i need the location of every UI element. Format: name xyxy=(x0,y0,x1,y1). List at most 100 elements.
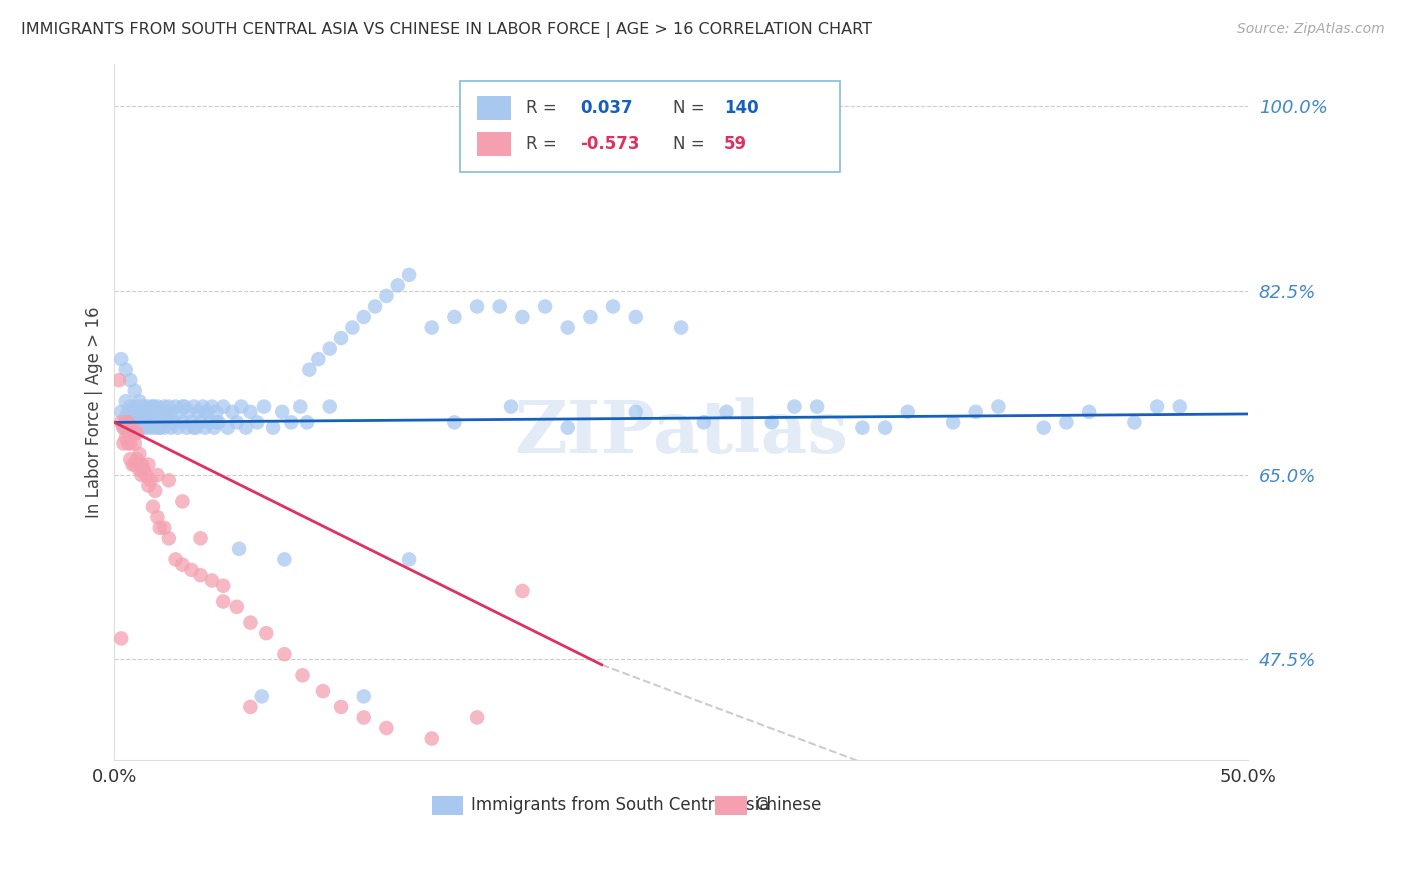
Point xyxy=(851,420,873,434)
Point xyxy=(125,420,148,434)
Point xyxy=(120,373,142,387)
Point xyxy=(138,416,160,430)
Text: Source: ZipAtlas.com: Source: ZipAtlas.com xyxy=(1237,22,1385,37)
Point xyxy=(162,416,184,430)
Point xyxy=(120,452,142,467)
Point xyxy=(194,405,217,419)
Point xyxy=(128,463,150,477)
Point xyxy=(716,405,738,419)
Point xyxy=(624,405,647,419)
Point xyxy=(965,405,987,419)
Point xyxy=(1054,416,1077,430)
Point xyxy=(183,420,205,434)
Point xyxy=(165,400,187,414)
Point xyxy=(142,400,165,414)
Point xyxy=(488,300,510,314)
Point xyxy=(117,425,139,440)
Point xyxy=(138,478,160,492)
Point xyxy=(114,431,136,445)
Point xyxy=(135,420,157,434)
Point xyxy=(194,420,217,434)
Text: 0.037: 0.037 xyxy=(581,99,633,117)
Point xyxy=(579,310,602,324)
Point xyxy=(250,690,273,704)
Point xyxy=(128,400,150,414)
Point xyxy=(191,400,214,414)
FancyBboxPatch shape xyxy=(477,132,510,156)
Point xyxy=(180,563,202,577)
Point xyxy=(897,405,920,419)
Point xyxy=(114,394,136,409)
Point xyxy=(761,416,783,430)
Point xyxy=(146,400,169,414)
Point xyxy=(160,405,183,419)
Point xyxy=(132,463,155,477)
Point xyxy=(239,700,262,714)
Point xyxy=(121,410,143,425)
Point xyxy=(201,400,224,414)
Point xyxy=(273,647,295,661)
Point xyxy=(132,405,155,419)
Text: IMMIGRANTS FROM SOUTH CENTRAL ASIA VS CHINESE IN LABOR FORCE | AGE > 16 CORRELAT: IMMIGRANTS FROM SOUTH CENTRAL ASIA VS CH… xyxy=(21,22,872,38)
Point xyxy=(353,710,375,724)
Point xyxy=(131,458,153,472)
Point xyxy=(201,574,224,588)
Point xyxy=(124,458,146,472)
Point xyxy=(602,300,624,314)
FancyBboxPatch shape xyxy=(716,796,747,815)
Point xyxy=(987,400,1010,414)
Point xyxy=(146,510,169,524)
Point xyxy=(319,400,342,414)
Point xyxy=(420,320,443,334)
Point xyxy=(190,568,212,582)
Point xyxy=(512,310,534,324)
Text: N =: N = xyxy=(673,135,704,153)
Point xyxy=(783,400,806,414)
Point xyxy=(942,416,965,430)
Point xyxy=(190,531,212,545)
Point xyxy=(465,300,488,314)
Point xyxy=(198,416,221,430)
Point xyxy=(342,320,364,334)
Point xyxy=(179,405,201,419)
Text: N =: N = xyxy=(673,99,704,117)
Point xyxy=(138,400,160,414)
Point xyxy=(149,405,172,419)
Point xyxy=(295,416,318,430)
Point xyxy=(387,278,409,293)
Point xyxy=(205,405,228,419)
Point xyxy=(176,420,198,434)
Point xyxy=(139,473,162,487)
Point xyxy=(246,416,269,430)
Point xyxy=(534,300,557,314)
Text: R =: R = xyxy=(526,99,557,117)
Text: 140: 140 xyxy=(724,99,759,117)
Point xyxy=(312,684,335,698)
Point xyxy=(693,416,716,430)
Point xyxy=(138,416,160,430)
Point xyxy=(235,420,257,434)
Point xyxy=(212,579,235,593)
Point xyxy=(499,400,522,414)
Point xyxy=(112,420,135,434)
Point xyxy=(120,436,142,450)
Point xyxy=(208,416,231,430)
Point xyxy=(353,690,375,704)
Point xyxy=(217,420,239,434)
Point xyxy=(112,436,135,450)
Point xyxy=(169,405,191,419)
Point xyxy=(125,425,148,440)
Point xyxy=(225,416,247,430)
Point xyxy=(512,584,534,599)
Point xyxy=(120,416,142,430)
Point xyxy=(1032,420,1054,434)
Point xyxy=(125,452,148,467)
Point xyxy=(231,400,253,414)
Point xyxy=(121,420,143,434)
Point xyxy=(108,373,131,387)
Point xyxy=(624,310,647,324)
Point xyxy=(146,468,169,483)
Point xyxy=(121,458,143,472)
Point xyxy=(253,400,276,414)
Point xyxy=(110,632,132,646)
